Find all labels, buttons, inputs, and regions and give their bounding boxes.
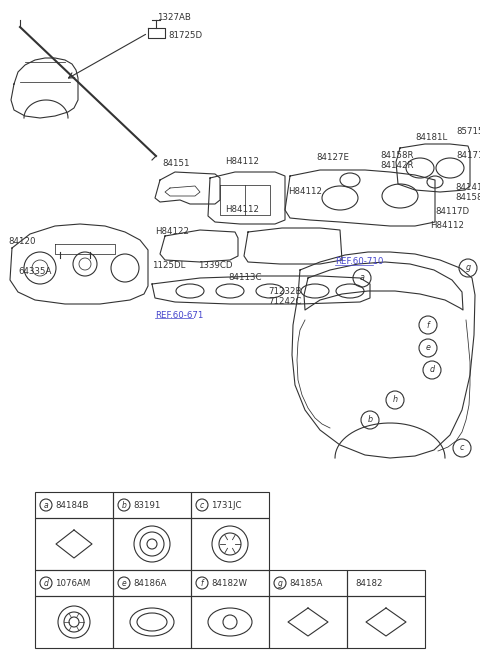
Text: 84186A: 84186A bbox=[133, 579, 167, 588]
Text: 84181L: 84181L bbox=[415, 134, 447, 142]
Text: 84182W: 84182W bbox=[211, 579, 247, 588]
Bar bbox=[347, 570, 425, 596]
Text: a: a bbox=[360, 274, 364, 283]
Text: 64335A: 64335A bbox=[18, 268, 51, 276]
Text: 84158L: 84158L bbox=[455, 194, 480, 203]
Text: 1731JC: 1731JC bbox=[211, 501, 241, 510]
Text: e: e bbox=[121, 579, 126, 588]
Text: f: f bbox=[427, 321, 430, 329]
Bar bbox=[35, 570, 113, 596]
Text: 84142R: 84142R bbox=[380, 161, 413, 169]
Text: 84117D: 84117D bbox=[435, 207, 469, 216]
Text: d: d bbox=[44, 579, 48, 588]
Text: H84112: H84112 bbox=[288, 188, 322, 197]
Bar bbox=[191, 596, 269, 648]
Text: 84113C: 84113C bbox=[228, 274, 262, 283]
Text: 84158R: 84158R bbox=[380, 150, 413, 159]
Text: H84112: H84112 bbox=[430, 220, 464, 230]
Bar bbox=[35, 492, 113, 518]
Text: 84141L: 84141L bbox=[455, 184, 480, 192]
Text: 84151: 84151 bbox=[162, 159, 190, 169]
Bar bbox=[113, 570, 191, 596]
Text: 1125DL: 1125DL bbox=[152, 260, 185, 270]
Text: H84122: H84122 bbox=[155, 228, 189, 237]
Text: H84112: H84112 bbox=[225, 157, 259, 167]
Bar bbox=[35, 596, 113, 648]
Bar bbox=[35, 518, 113, 570]
Text: c: c bbox=[200, 501, 204, 510]
Text: g: g bbox=[277, 579, 282, 588]
Text: c: c bbox=[460, 443, 464, 453]
Bar bbox=[269, 596, 347, 648]
Bar bbox=[113, 518, 191, 570]
Bar bbox=[191, 492, 269, 518]
Text: g: g bbox=[466, 264, 470, 272]
Text: 84127E: 84127E bbox=[316, 154, 349, 163]
Text: 71232B: 71232B bbox=[268, 287, 301, 297]
Bar bbox=[347, 596, 425, 648]
Text: a: a bbox=[44, 501, 48, 510]
Text: d: d bbox=[430, 365, 434, 375]
Text: 84182: 84182 bbox=[355, 579, 383, 588]
Text: 71242C: 71242C bbox=[268, 298, 301, 306]
Bar bbox=[191, 518, 269, 570]
Bar bbox=[113, 596, 191, 648]
Text: 84171R: 84171R bbox=[456, 150, 480, 159]
Bar bbox=[191, 570, 269, 596]
Text: 1339CD: 1339CD bbox=[198, 260, 232, 270]
Text: H84112: H84112 bbox=[225, 205, 259, 215]
Text: REF.60-710: REF.60-710 bbox=[335, 258, 384, 266]
Text: 84120: 84120 bbox=[8, 237, 36, 247]
Bar bbox=[113, 492, 191, 518]
Text: 81725D: 81725D bbox=[168, 30, 202, 39]
Text: h: h bbox=[393, 396, 397, 405]
Text: 85715: 85715 bbox=[456, 127, 480, 136]
Text: REF.60-671: REF.60-671 bbox=[155, 310, 204, 319]
Text: b: b bbox=[367, 415, 372, 424]
Text: e: e bbox=[426, 344, 431, 352]
Bar bbox=[269, 570, 347, 596]
Text: 84185A: 84185A bbox=[289, 579, 323, 588]
Text: b: b bbox=[121, 501, 126, 510]
Text: 1076AM: 1076AM bbox=[55, 579, 90, 588]
Text: 83191: 83191 bbox=[133, 501, 160, 510]
Text: 1327AB: 1327AB bbox=[157, 14, 191, 22]
Text: f: f bbox=[201, 579, 204, 588]
Text: 84184B: 84184B bbox=[55, 501, 88, 510]
